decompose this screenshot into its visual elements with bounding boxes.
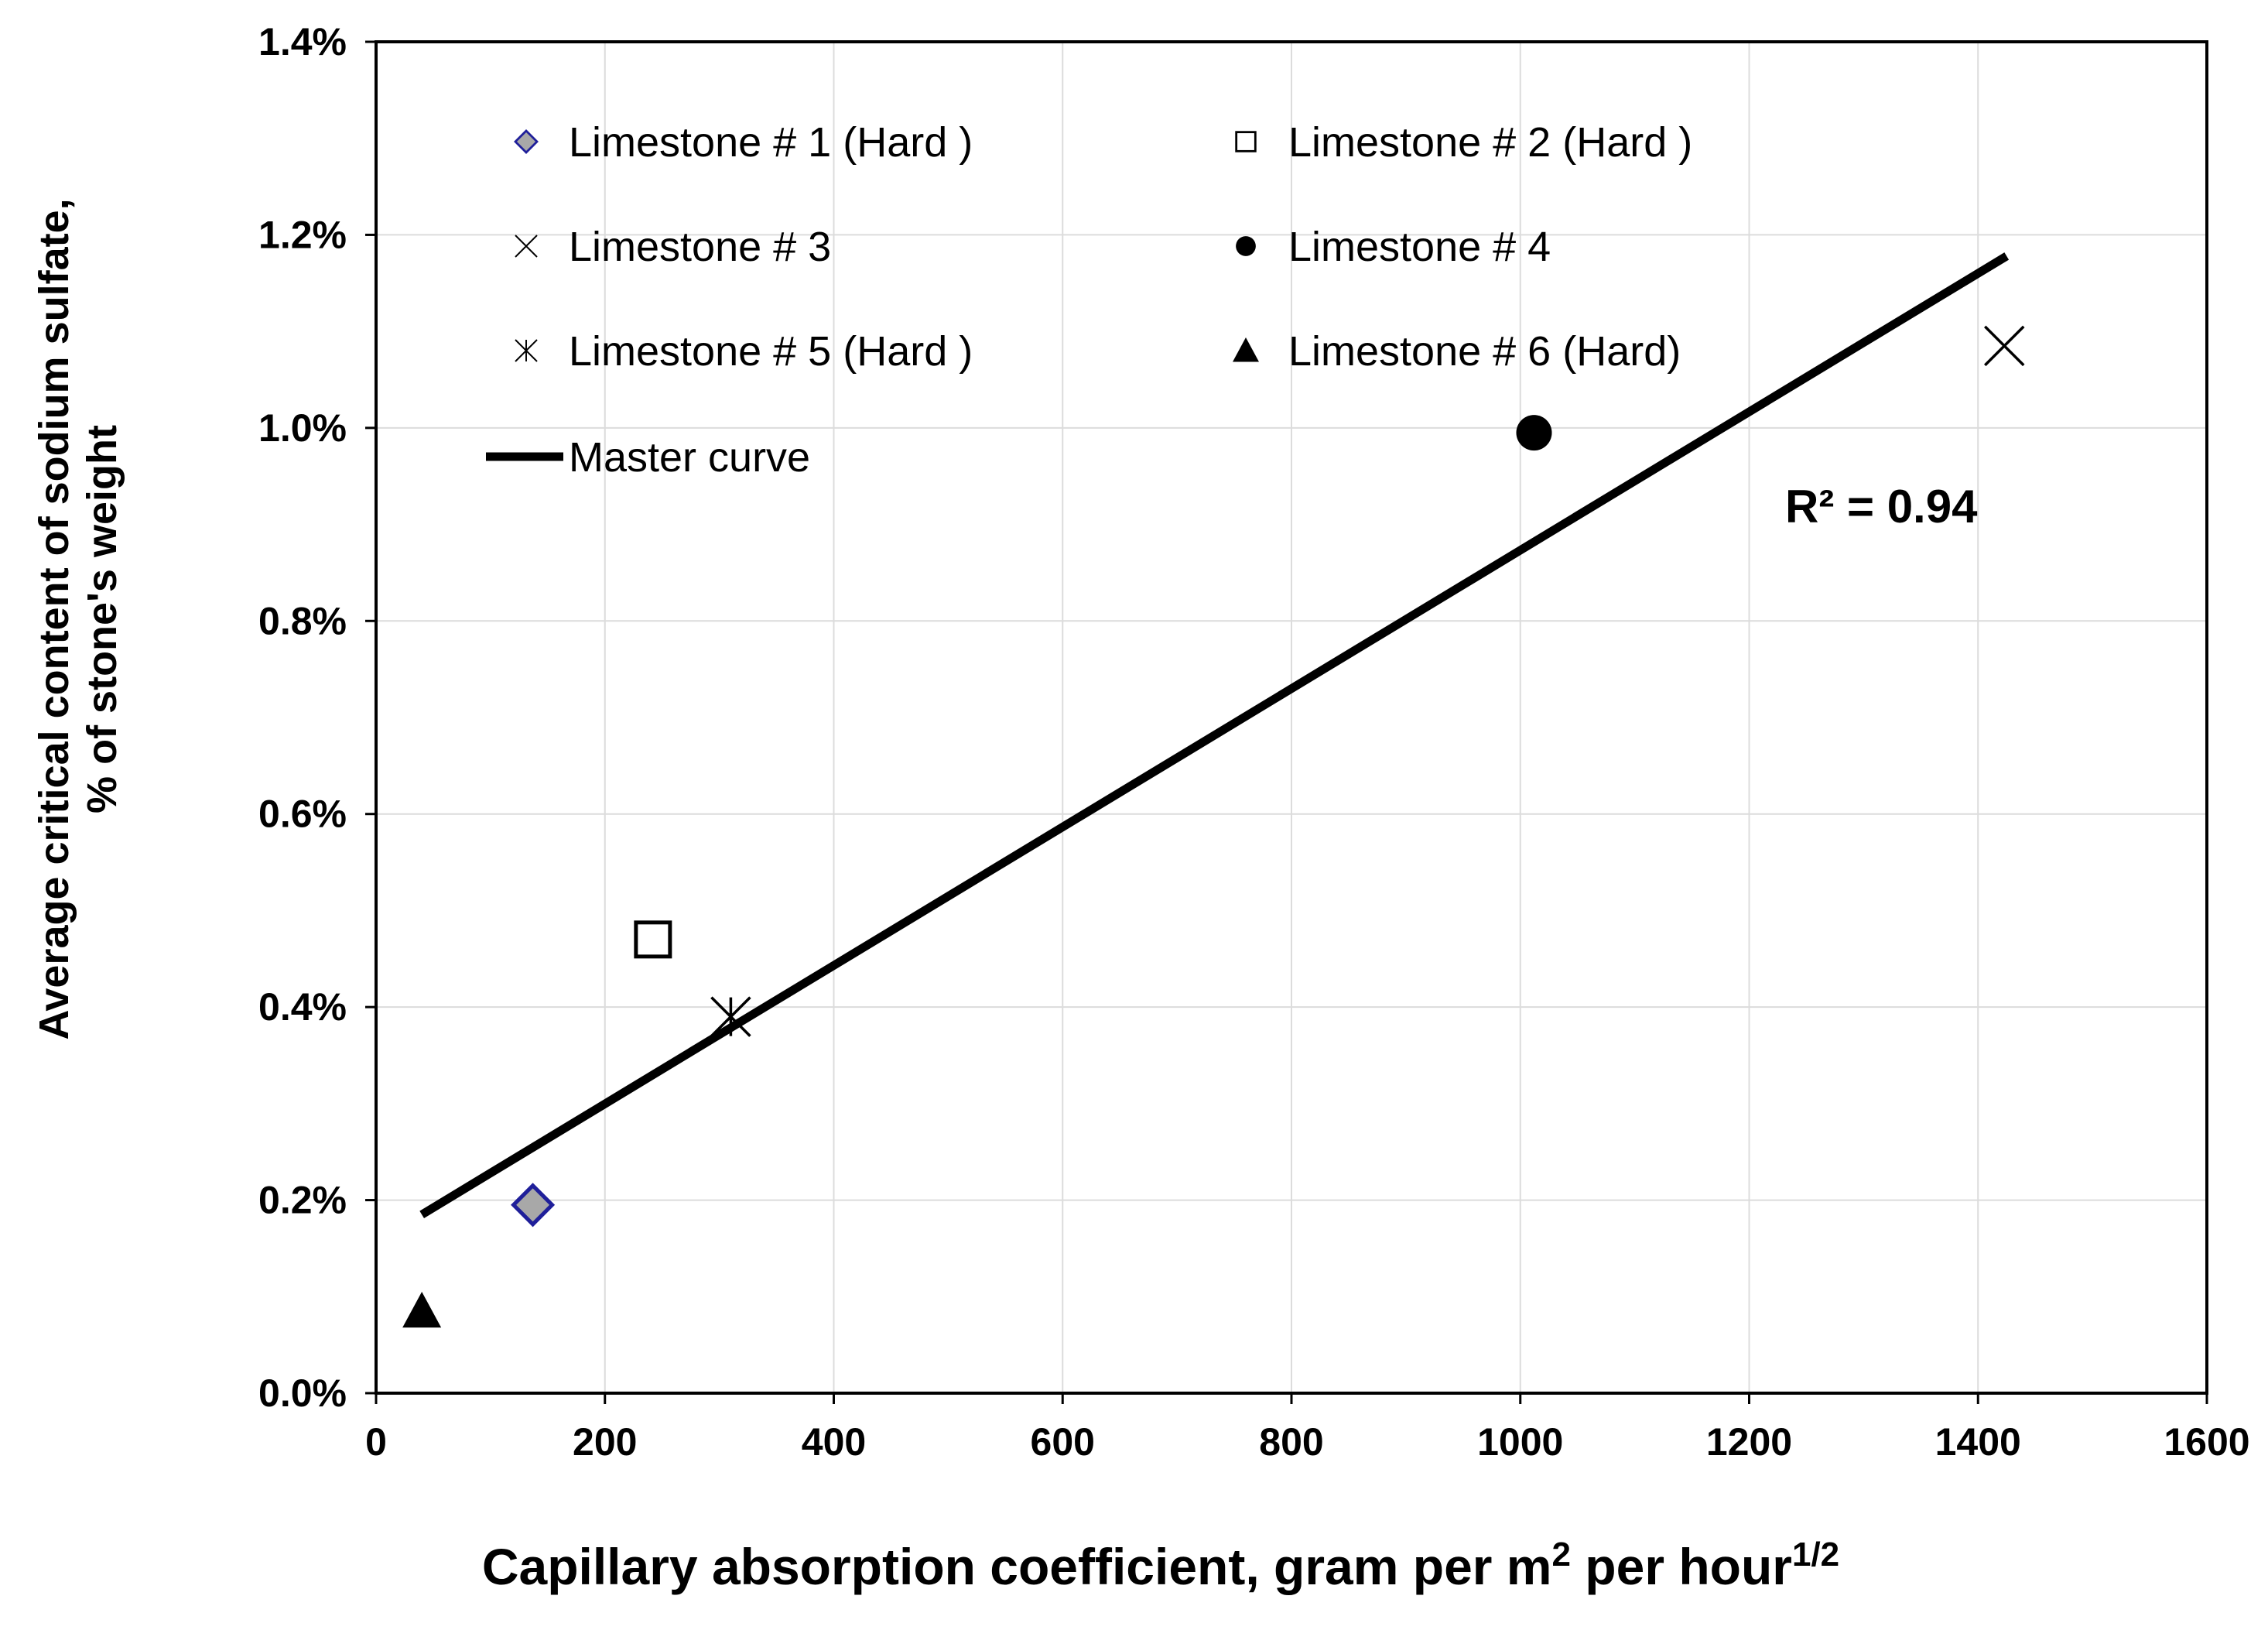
y-tick-label: 0.2% [258,1179,347,1222]
y-tick-label: 1.4% [258,20,347,63]
legend-item: Limestone # 3 [515,224,831,270]
r-squared-annotation: R² = 0.94 [1785,481,1978,532]
data-point-diamond [511,1183,556,1228]
legend-label: Limestone # 5 (Hard ) [569,328,973,375]
data-point-square [634,920,672,959]
legend-marker-triangle [1233,337,1259,362]
x-tick-label: 1400 [1935,1420,2021,1464]
legend-label: Limestone # 6 (Hard) [1288,328,1681,375]
legend-label: Limestone # 3 [569,224,831,270]
x-axis-title-main: Capillary absorption coefficient, gram p… [482,1538,1552,1595]
legend-item: Limestone # 1 (Hard ) [514,119,973,166]
axis-ticks: 0.0% 0.2% 0.4% 0.6% 0.8% 1.0% 1.2% 1.4% 0 200 400 6… [258,20,2250,1464]
grid-lines [376,42,2207,1393]
x-axis-title: Capillary absorption coefficient, gram p… [482,1536,1839,1596]
legend-item: Limestone # 2 (Hard ) [1235,119,1692,166]
x-tick-label: 1000 [1477,1420,1563,1464]
y-tick-label: 0.6% [258,793,347,836]
y-tick-label: 0.8% [258,599,347,642]
x-axis-title-mid: per hour [1571,1538,1792,1595]
legend-marker-diamond [514,129,539,154]
data-point-x [1984,325,2025,367]
master-curve-line [419,252,2010,1218]
legend-marker-circle [1236,236,1256,256]
legend-label: Master curve [569,434,810,481]
data-point-circle [1516,415,1552,451]
legend-item: Limestone # 4 [1236,224,1551,270]
x-tick-label: 400 [802,1420,866,1464]
y-axis-title-line2: % of stone's weight [79,425,125,813]
legend: Limestone # 1 (Hard ) Limestone # 2 (Hard… [486,119,1692,481]
data-points [402,325,2025,1328]
x-axis-title-sup2: 1/2 [1792,1536,1839,1573]
y-tick-label: 1.2% [258,213,347,256]
data-point-triangle [402,1291,442,1328]
legend-marker-star [515,339,538,362]
legend-item-master-curve: Master curve [486,434,810,481]
y-tick-label: 0.0% [258,1371,347,1415]
legend-item: Limestone # 6 (Hard) [1233,328,1681,375]
legend-label: Limestone # 4 [1288,224,1551,270]
legend-marker-x [515,235,538,258]
y-axis-title-line1: Average critical content of sodium sulfa… [31,198,77,1039]
trendline-layer [419,252,2010,1218]
legend-item: Limestone # 5 (Hard ) [515,328,973,375]
x-tick-label: 1600 [2164,1420,2249,1464]
x-tick-label: 800 [1259,1420,1323,1464]
x-tick-label: 600 [1031,1420,1095,1464]
x-axis-title-sup1: 2 [1551,1536,1570,1573]
x-tick-label: 200 [573,1420,637,1464]
legend-marker-square [1235,131,1257,152]
data-point-star [710,996,751,1037]
x-tick-label: 0 [365,1420,387,1464]
legend-label: Limestone # 2 (Hard ) [1288,119,1692,166]
y-tick-label: 1.0% [258,406,347,450]
legend-label: Limestone # 1 (Hard ) [569,119,973,166]
y-tick-label: 0.4% [258,985,347,1029]
x-tick-label: 1200 [1706,1420,1792,1464]
